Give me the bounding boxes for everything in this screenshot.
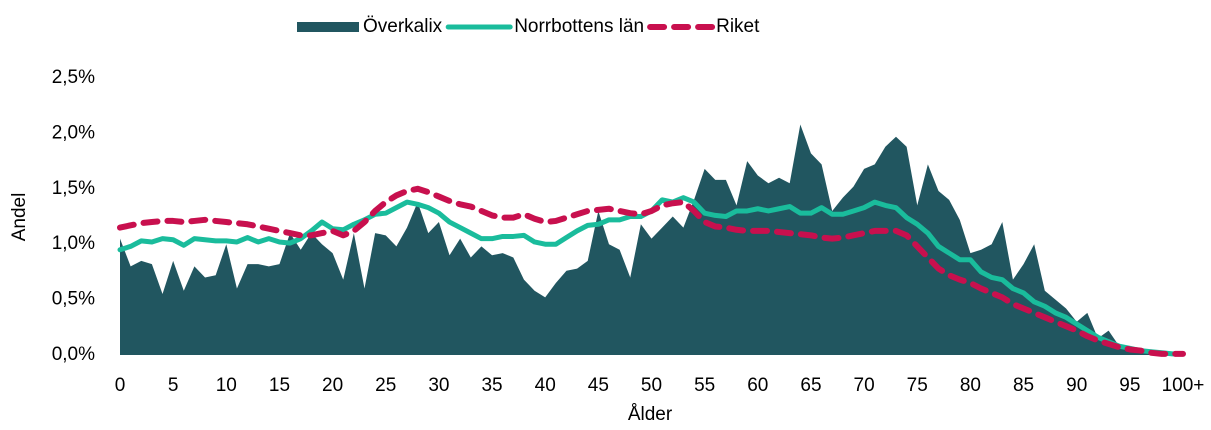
x-tick-label: 55 xyxy=(694,375,715,396)
x-tick-label: 40 xyxy=(535,375,556,396)
y-tick-label: 2,0% xyxy=(52,122,95,143)
line xyxy=(117,185,1186,357)
x-tick-label: 35 xyxy=(481,375,502,396)
x-tick-label: 90 xyxy=(1066,375,1087,396)
x-tick-label: 75 xyxy=(907,375,928,396)
area xyxy=(120,124,1183,355)
x-tick-label: 30 xyxy=(428,375,449,396)
y-tick-label: 2,5% xyxy=(52,67,95,88)
x-tick-label: 80 xyxy=(960,375,981,396)
y-tick-label: 0,0% xyxy=(52,344,95,365)
y-tick-label: 1,0% xyxy=(52,233,95,254)
x-tick-label: 95 xyxy=(1119,375,1140,396)
x-tick-label: 15 xyxy=(269,375,290,396)
x-tick-label: 20 xyxy=(322,375,343,396)
x-tick-label: 100+ xyxy=(1162,375,1205,396)
x-axis-label: Ålder xyxy=(628,404,673,425)
y-axis-label: Andel xyxy=(9,193,30,242)
x-tick-label: 45 xyxy=(588,375,609,396)
legend-label: Riket xyxy=(716,16,760,37)
y-tick-label: 0,5% xyxy=(52,289,95,310)
y-tick-label: 1,5% xyxy=(52,178,95,199)
x-tick-label: 25 xyxy=(375,375,396,396)
legend-label: Norrbottens län xyxy=(514,16,644,37)
legend-swatch xyxy=(297,22,359,32)
x-tick-label: 0 xyxy=(115,375,126,396)
x-tick-label: 10 xyxy=(216,375,237,396)
x-tick-label: 70 xyxy=(854,375,875,396)
x-tick-label: 85 xyxy=(1013,375,1034,396)
x-tick-label: 65 xyxy=(800,375,821,396)
legend-label: Överkalix xyxy=(363,16,443,37)
x-tick-label: 60 xyxy=(747,375,768,396)
x-tick-label: 50 xyxy=(641,375,662,396)
x-tick-label: 5 xyxy=(168,375,179,396)
